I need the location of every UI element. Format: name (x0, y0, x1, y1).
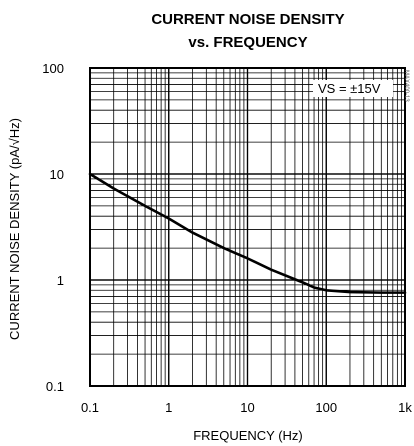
x-tick-label: 10 (240, 400, 254, 415)
series-group (88, 172, 407, 294)
plot-frame (89, 67, 406, 387)
figure-id-label: MAX400-13 (403, 70, 409, 102)
x-tick-label: 0.1 (81, 400, 99, 415)
grid-lines (89, 67, 406, 387)
x-tick-label: 100 (315, 400, 337, 415)
x-axis-label: FREQUENCY (Hz) (193, 428, 303, 443)
y-tick-label: 100 (42, 61, 64, 76)
x-tick-label: 1 (165, 400, 172, 415)
chart-title-line1: CURRENT NOISE DENSITY (151, 11, 344, 28)
y-tick-label: 1 (57, 273, 64, 288)
tick-labels: 0.1 1 10 100 1k 0.1 1 10 100 (42, 61, 412, 415)
chart-title-line2: vs. FREQUENCY (188, 34, 307, 51)
noise-density-curve (88, 172, 407, 294)
y-tick-label: 0.1 (46, 379, 64, 394)
annotation-box: VS = ±15V (313, 80, 393, 97)
y-tick-label: 10 (50, 167, 64, 182)
x-tick-label: 1k (398, 400, 412, 415)
y-axis-label: CURRENT NOISE DENSITY (pA/√Hz) (7, 118, 22, 340)
supply-voltage-annotation: VS = ±15V (318, 81, 381, 96)
